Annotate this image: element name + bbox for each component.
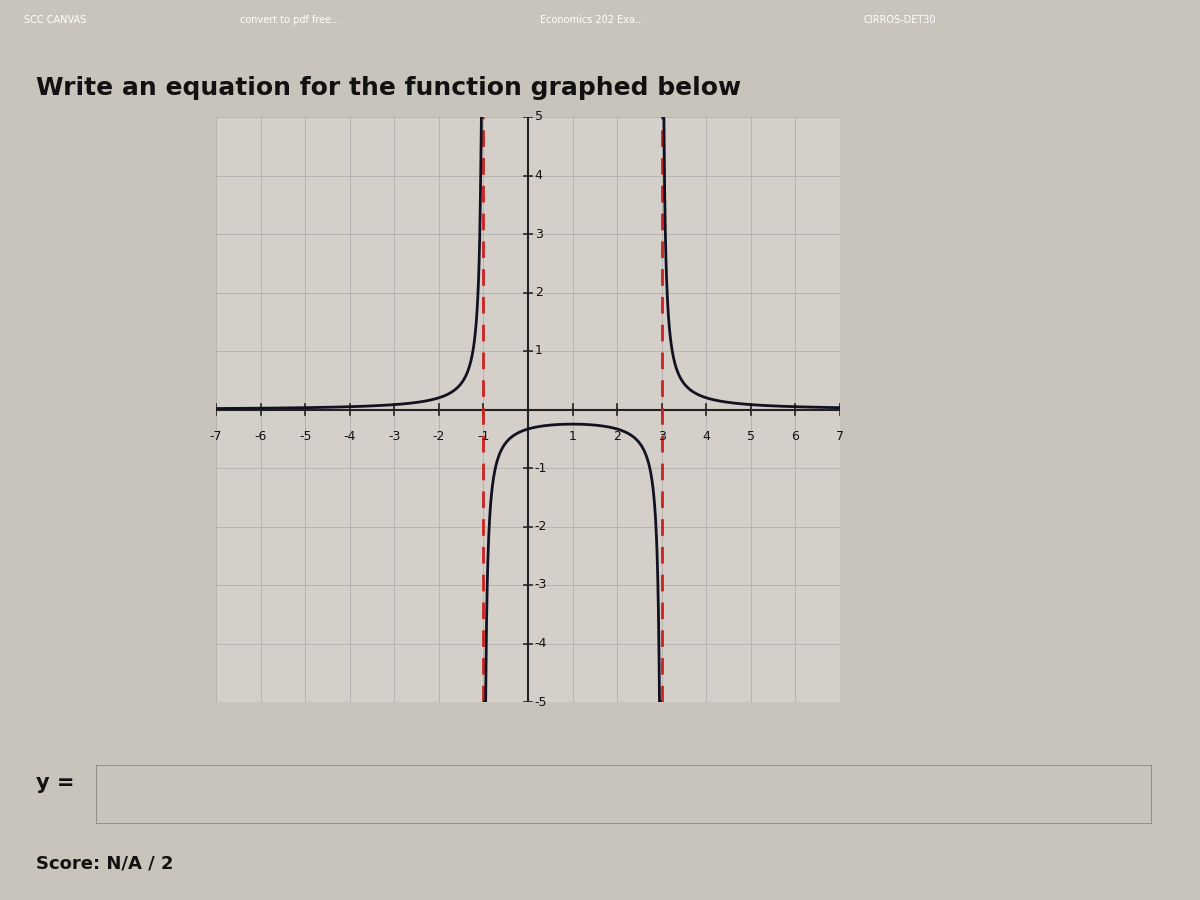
Text: -3: -3 bbox=[388, 430, 401, 443]
Text: SCC CANVAS: SCC CANVAS bbox=[24, 15, 86, 25]
Text: Economics 202 Exa...: Economics 202 Exa... bbox=[540, 15, 644, 25]
Text: 7: 7 bbox=[836, 430, 844, 443]
Text: -1: -1 bbox=[478, 430, 490, 443]
Text: 3: 3 bbox=[535, 228, 542, 240]
Text: 3: 3 bbox=[658, 430, 666, 443]
Text: -5: -5 bbox=[299, 430, 311, 443]
Text: -2: -2 bbox=[433, 430, 445, 443]
Text: convert to pdf free...: convert to pdf free... bbox=[240, 15, 340, 25]
FancyBboxPatch shape bbox=[96, 765, 1152, 824]
Text: Score: N/A / 2: Score: N/A / 2 bbox=[36, 855, 174, 873]
Text: 2: 2 bbox=[535, 286, 542, 299]
Text: 1: 1 bbox=[569, 430, 576, 443]
Text: 4: 4 bbox=[702, 430, 710, 443]
Text: 1: 1 bbox=[535, 345, 542, 357]
Text: -5: -5 bbox=[535, 696, 547, 708]
Text: -7: -7 bbox=[210, 430, 222, 443]
Text: 5: 5 bbox=[746, 430, 755, 443]
Text: -6: -6 bbox=[254, 430, 266, 443]
Text: -3: -3 bbox=[535, 579, 547, 591]
Text: -4: -4 bbox=[343, 430, 356, 443]
Text: Write an equation for the function graphed below: Write an equation for the function graph… bbox=[36, 76, 742, 101]
Text: 4: 4 bbox=[535, 169, 542, 182]
Text: -2: -2 bbox=[535, 520, 547, 533]
Text: 6: 6 bbox=[792, 430, 799, 443]
Text: -4: -4 bbox=[535, 637, 547, 650]
Text: 2: 2 bbox=[613, 430, 622, 443]
Text: 5: 5 bbox=[535, 111, 542, 123]
Text: y =: y = bbox=[36, 773, 74, 793]
Text: -1: -1 bbox=[535, 462, 547, 474]
Text: CIRROS-DET30: CIRROS-DET30 bbox=[864, 15, 936, 25]
